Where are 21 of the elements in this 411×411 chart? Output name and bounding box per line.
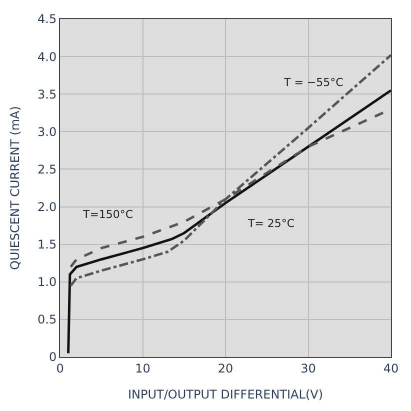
y-tick-label: 2.5	[38, 162, 57, 176]
y-tick-label: 4.5	[38, 12, 57, 26]
y-axis-title: QUIESCENT CURRENT (mA)	[8, 106, 22, 270]
line-series	[67, 89, 391, 354]
x-tick-label: 20	[218, 361, 234, 376]
y-tick-label: 0.5	[38, 312, 57, 327]
y-tick-label: 3.5	[38, 87, 57, 102]
x-tick-label: 30	[300, 361, 316, 376]
series-label: T=150°C	[82, 208, 134, 221]
series-label: T = −55°C	[283, 76, 344, 89]
y-tick-label: 0	[48, 350, 57, 364]
x-axis-title: INPUT/OUTPUT DIFFERENTIAL(V)	[128, 387, 324, 402]
line-series	[70, 54, 391, 287]
x-tick-label: 40	[383, 361, 399, 376]
y-tick-label: 3.0	[38, 124, 57, 139]
y-tick-label: 1.5	[38, 238, 57, 252]
text: T= 25°C	[247, 217, 295, 230]
y-tick-label: 2.0	[38, 200, 57, 214]
y-tick-label: 1.0	[38, 275, 57, 290]
x-tick-label: 10	[135, 361, 150, 376]
y-tick-label: 4.0	[38, 50, 57, 64]
